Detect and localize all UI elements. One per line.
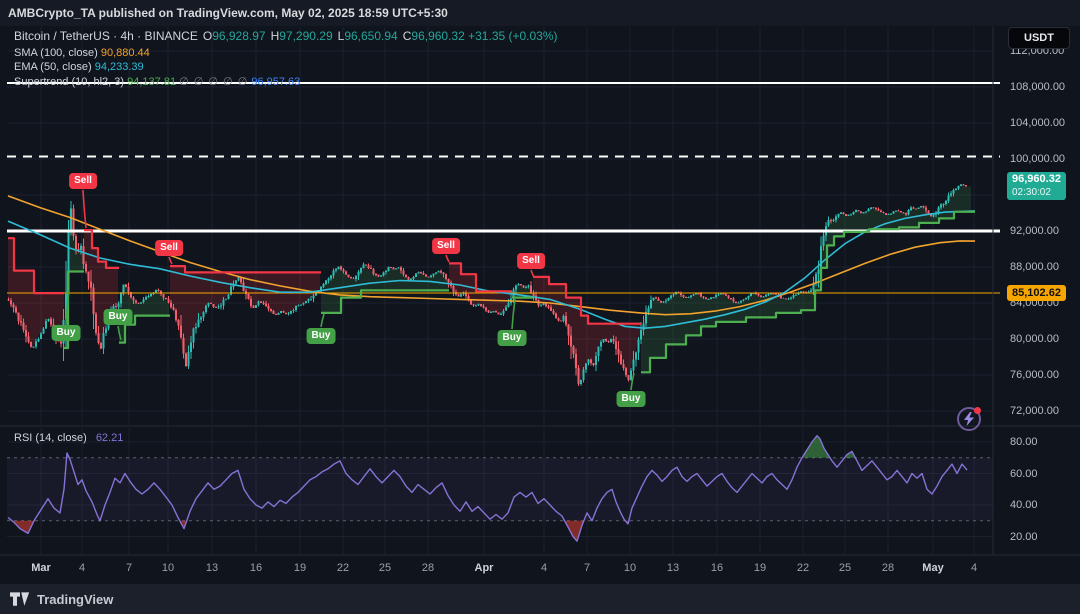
price-axis-label: 104,000.00 — [1010, 116, 1066, 129]
time-axis-tick: 19 — [753, 562, 767, 574]
ohlc-key: H — [270, 29, 280, 43]
last-price-badge: 96,960.32 02:30:02 — [1007, 172, 1066, 201]
horizontal-level-lines — [7, 81, 1000, 294]
ohlc-key: L — [337, 29, 345, 43]
rsi-axis-label: 60.00 — [1010, 467, 1038, 480]
sma-value: 90,880.44 — [100, 46, 150, 59]
notification-dot — [974, 407, 981, 414]
rsi-label: RSI (14, close) — [14, 432, 87, 444]
currency-toggle-chip[interactable]: USDT — [1008, 27, 1070, 49]
buy-signal-label: Buy — [616, 391, 646, 407]
supertrend-legend-row[interactable]: Supertrend (10, hl2, 3) 94,137.81 ∅ ∅ ∅ … — [14, 75, 558, 90]
price-axis-label: 76,000.00 — [1010, 369, 1059, 381]
candlestick-series — [7, 184, 967, 387]
time-axis-tick: May — [922, 562, 944, 574]
time-axis-tick: 28 — [421, 562, 435, 574]
time-axis-tick: 22 — [336, 562, 350, 574]
indicator-legend: Bitcoin / TetherUS · 4h · BINANCE O96,928… — [14, 29, 558, 89]
ohlc-value: 96,650.94 — [344, 29, 398, 43]
time-axis-tick: 7 — [583, 562, 591, 574]
bar-countdown: 02:30:02 — [1012, 187, 1051, 199]
time-axis[interactable]: Mar 4 7 10 13 16 19 22 25 28 Apr 4 7 10 13 16 19 22 25 28 Ma… — [0, 556, 1080, 583]
symbol-title: Bitcoin / TetherUS · 4h · BINANCE — [14, 29, 198, 43]
time-axis-tick: 25 — [378, 562, 392, 574]
tradingview-logo-icon[interactable] — [10, 591, 30, 607]
time-axis-tick: 19 — [293, 562, 307, 574]
price-axis-label: 108,000.00 — [1010, 80, 1066, 93]
buy-signal-label: Buy — [306, 328, 336, 344]
rsi-axis-label: 80.00 — [1010, 436, 1038, 448]
publish-attribution-bar: AMBCrypto_TA published on TradingView.co… — [0, 0, 1080, 26]
ema-value: 94,233.39 — [94, 61, 144, 73]
ohlc-value: 96,928.97 — [212, 29, 266, 43]
time-axis-tick: 4 — [540, 562, 548, 574]
sell-signal-label: Sell — [432, 238, 460, 254]
time-axis-tick: 28 — [881, 562, 895, 574]
time-axis-tick: Mar — [31, 562, 51, 574]
time-axis-tick: 13 — [205, 562, 219, 574]
price-axis-label: 88,000.00 — [1010, 261, 1059, 273]
time-axis-tick: 25 — [838, 562, 852, 574]
publish-attribution-text: AMBCrypto_TA published on TradingView.co… — [8, 6, 448, 20]
time-axis-tick: 4 — [78, 562, 86, 574]
rsi-axis[interactable]: 80.00 60.00 40.00 20.00 — [993, 0, 1080, 614]
sell-signal-label: Sell — [517, 253, 545, 269]
ohlc-values: O96,928.97 H97,290.29 L96,650.94 C96,960.32 — [198, 29, 465, 43]
time-axis-tick: 10 — [623, 562, 637, 574]
footer-bar: TradingView — [0, 584, 1080, 614]
ohlc-key: C — [402, 29, 412, 43]
ohlc-value: 96,960.32 — [411, 29, 465, 43]
supertrend-down-value: 96,957.63 — [251, 75, 301, 88]
symbol-legend-row[interactable]: Bitcoin / TetherUS · 4h · BINANCE O96,928… — [14, 29, 558, 44]
rsi-axis-label: 40.00 — [1010, 499, 1038, 511]
price-level-badge: 85,102.62 — [1007, 285, 1066, 302]
pane-separators — [0, 27, 1080, 556]
ema-legend-row[interactable]: EMA (50, close) 94,233.39 — [14, 60, 558, 75]
rsi-value: 62.21 — [95, 432, 124, 444]
time-axis-tick: 22 — [796, 562, 810, 574]
price-axis-label: 100,000.00 — [1010, 153, 1066, 165]
buy-signal-label: Buy — [51, 325, 81, 341]
price-axis-label: 72,000.00 — [1010, 405, 1059, 417]
rsi-axis-label: 20.00 — [1010, 530, 1038, 543]
gridlines — [7, 27, 993, 554]
rsi-legend-row[interactable]: RSI (14, close) 62.21 — [14, 432, 123, 444]
ohlc-value: 97,290.29 — [279, 29, 333, 43]
time-axis-tick: 10 — [161, 562, 175, 574]
supertrend-empty-values: ∅ ∅ ∅ ∅ ∅ — [179, 75, 249, 88]
price-axis-label: 80,000.00 — [1010, 333, 1059, 345]
ohlc-key: O — [202, 29, 213, 43]
time-axis-tick: Apr — [474, 562, 494, 574]
signal-tails — [65, 189, 635, 391]
sell-signal-label: Sell — [69, 173, 97, 189]
tradingview-brand-text[interactable]: TradingView — [37, 591, 114, 607]
time-axis-tick: 16 — [249, 562, 263, 574]
time-axis-tick: 4 — [970, 562, 978, 574]
supertrend-fills — [8, 184, 971, 385]
last-price-value: 96,960.32 — [1012, 173, 1061, 186]
buy-signal-label: Buy — [497, 330, 527, 346]
change-value: +31.35 (+0.03%) — [468, 29, 558, 43]
supertrend-lines — [8, 210, 975, 374]
lightning-icon — [964, 412, 974, 426]
sma-label: SMA (100, close) — [14, 46, 98, 59]
sell-signal-label: Sell — [155, 240, 183, 256]
time-axis-tick: 13 — [666, 562, 680, 574]
supertrend-label: Supertrend (10, hl2, 3) — [14, 75, 125, 88]
time-axis-tick: 7 — [125, 562, 133, 574]
supertrend-up-value: 94,137.81 — [127, 75, 177, 88]
buy-signal-label: Buy — [103, 309, 133, 325]
sma-legend-row[interactable]: SMA (100, close) 90,880.44 — [14, 46, 558, 61]
quick-action-button[interactable] — [957, 407, 981, 431]
time-axis-tick: 16 — [710, 562, 724, 574]
price-axis-label: 92,000.00 — [1010, 225, 1059, 237]
ema-label: EMA (50, close) — [14, 61, 92, 73]
rsi-pane — [7, 435, 993, 542]
